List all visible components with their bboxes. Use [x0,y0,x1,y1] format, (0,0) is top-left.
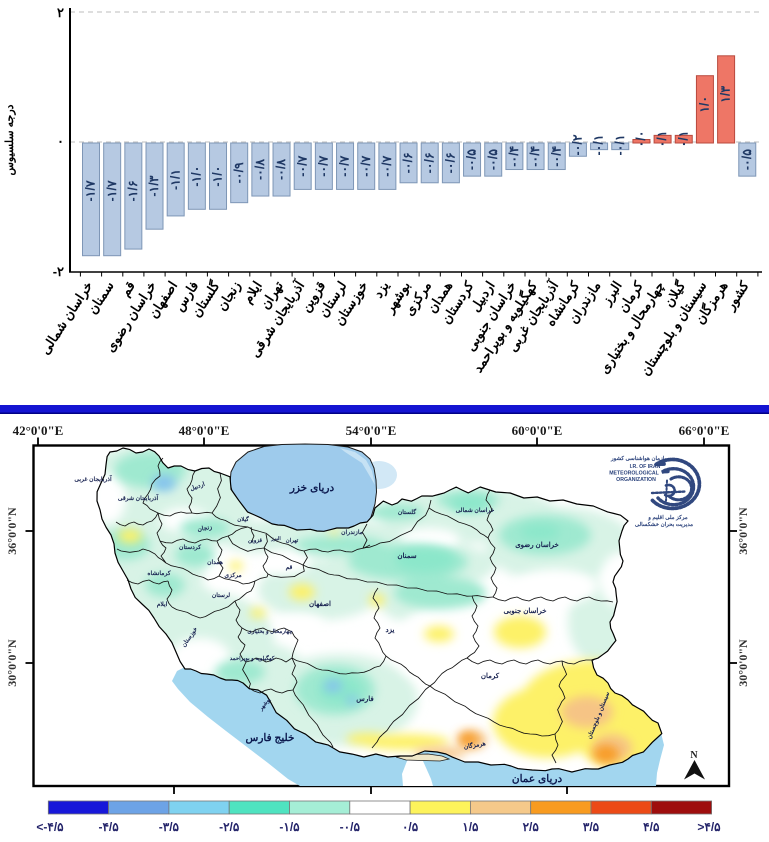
svg-text:همدان: همدان [207,559,223,566]
svg-text:درجه سلسیوس: درجه سلسیوس [4,104,16,175]
svg-text:-۰/۵: -۰/۵ [486,149,500,170]
svg-text:36°0'0"N: 36°0'0"N [736,507,750,555]
svg-text:-۱/۷: -۱/۷ [84,179,98,201]
svg-text:هرمزگان: هرمزگان [463,739,486,751]
svg-text:۳/۵: ۳/۵ [583,820,600,834]
svg-text:-۰/۴: -۰/۴ [528,145,542,166]
svg-text:-۰/۲: -۰/۲ [571,134,585,155]
svg-text:-۲: -۲ [53,264,64,279]
svg-text:-۰/۶: -۰/۶ [422,152,436,173]
svg-text:دریای خزر: دریای خزر [289,482,335,494]
svg-text:I.R. OF IRAN: I.R. OF IRAN [630,464,661,470]
svg-text:البرز: البرز [270,536,281,542]
svg-text:60°0'0"E: 60°0'0"E [512,423,563,438]
svg-text:مرکزی: مرکزی [224,572,241,579]
svg-text:کهگیلویه و بویراحمد: کهگیلویه و بویراحمد [230,654,275,662]
svg-text:30°0'0"N: 30°0'0"N [736,639,750,687]
svg-text:گیلان: گیلان [237,515,249,523]
svg-text:-۰/۷: -۰/۷ [359,154,373,176]
svg-text:۲: ۲ [57,5,64,20]
svg-text:ORGANIZATION: ORGANIZATION [616,477,656,483]
svg-text:-۴/۵: -۴/۵ [98,820,119,834]
svg-text:METEOROLOGICAL: METEOROLOGICAL [609,471,659,477]
svg-text:-۰/۵: -۰/۵ [465,149,479,170]
svg-text:>۴/۵: >۴/۵ [697,820,721,834]
svg-text:کرمانشاه: کرمانشاه [147,570,170,577]
svg-text:۱/۵: ۱/۵ [462,820,479,834]
svg-text:لرستان: لرستان [212,592,230,599]
svg-text:۰/۰: ۰/۰ [634,131,648,148]
svg-text:مرکز ملی اقلیم و: مرکز ملی اقلیم و [647,514,688,521]
svg-text:-۰/۱: -۰/۱ [592,134,606,155]
svg-text:دریای عمان: دریای عمان [512,773,563,785]
svg-text:-۰/۱: -۰/۱ [613,134,627,155]
svg-text:فارس: فارس [356,695,373,703]
svg-text:-۲/۵: -۲/۵ [219,820,240,834]
svg-text:یزد: یزد [386,627,395,634]
svg-text:48°0'0"E: 48°0'0"E [179,423,230,438]
svg-text:سازمان هواشناسی کشور: سازمان هواشناسی کشور [610,455,669,462]
svg-text:-۱/۵: -۱/۵ [279,820,300,834]
svg-text:تهران: تهران [286,537,299,544]
svg-text:-۱/۷: -۱/۷ [105,179,119,201]
svg-text:66°0'0"E: 66°0'0"E [679,423,730,438]
svg-text:چهارمحال و بختیاری: چهارمحال و بختیاری [247,628,293,635]
svg-text:گلستان: گلستان [398,508,416,516]
svg-text:-۰/۷: -۰/۷ [295,154,309,176]
svg-text:-۰/۴: -۰/۴ [507,145,521,166]
svg-text:اردبیل: اردبیل [189,481,206,493]
svg-text:ایلام: ایلام [157,601,168,608]
svg-text:<-۴/۵: <-۴/۵ [36,820,64,834]
svg-text:خراسان شمالی: خراسان شمالی [456,507,495,514]
svg-text:-۱/۰: -۱/۰ [211,166,225,187]
svg-text:-۰/۴: -۰/۴ [549,145,563,166]
svg-text:۰/۱: ۰/۱ [655,131,669,148]
svg-text:۰/۵: ۰/۵ [402,820,419,834]
svg-text:اصفهان: اصفهان [309,600,331,608]
svg-text:خلیج فارس: خلیج فارس [246,732,295,744]
svg-text:-۱/۶: -۱/۶ [126,180,140,201]
svg-text:-۰/۹: -۰/۹ [232,162,246,183]
svg-text:N: N [690,750,698,761]
svg-text:-۰/۶: -۰/۶ [443,152,457,173]
svg-text:30°0'0"N: 30°0'0"N [5,639,19,687]
svg-text:42°0'0"E: 42°0'0"E [13,423,64,438]
svg-text:۱/۳: ۱/۳ [719,86,733,103]
svg-text:۴/۵: ۴/۵ [643,820,660,834]
svg-text:کردستان: کردستان [179,544,201,551]
svg-text:۲/۵: ۲/۵ [523,820,540,834]
svg-text:-۰/۸: -۰/۸ [274,158,288,180]
svg-text:-۱/۳: -۱/۳ [147,175,161,196]
svg-text:-۰/۵: -۰/۵ [740,149,754,170]
svg-text:۰/۱: ۰/۱ [676,131,690,148]
svg-text:۱/۰: ۱/۰ [698,96,712,113]
svg-text:خراسان رضوی: خراسان رضوی [515,541,559,549]
svg-text:قزوین: قزوین [248,538,262,544]
svg-text:آذربایجان شرقی: آذربایجان شرقی [118,494,160,502]
svg-text:-۰/۷: -۰/۷ [316,154,330,176]
svg-text:سمنان: سمنان [397,552,416,560]
svg-text:زنجان: زنجان [197,524,213,533]
svg-text:-۰/۷: -۰/۷ [380,154,394,176]
svg-text:-۱/۰: -۱/۰ [189,166,203,187]
svg-text:خراسان جنوبی: خراسان جنوبی [503,607,546,615]
svg-text:۰: ۰ [57,134,64,149]
svg-text:-۱/۱: -۱/۱ [168,169,182,190]
svg-text:آذربایجان غربی: آذربایجان غربی [74,475,113,483]
svg-text:-۰/۷: -۰/۷ [338,154,352,176]
svg-text:قم: قم [286,565,293,571]
svg-text:-۳/۵: -۳/۵ [159,820,180,834]
svg-text:مازندران: مازندران [341,529,363,536]
svg-text:-۰/۶: -۰/۶ [401,152,415,173]
svg-text:کرمان: کرمان [481,672,500,680]
svg-text:مدیریت بحران خشکسالی: مدیریت بحران خشکسالی [635,521,693,528]
svg-text:-۰/۸: -۰/۸ [253,158,267,180]
svg-text:54°0'0"E: 54°0'0"E [346,423,397,438]
svg-text:36°0'0"N: 36°0'0"N [5,507,19,555]
svg-text:-۰/۵: -۰/۵ [340,820,361,834]
